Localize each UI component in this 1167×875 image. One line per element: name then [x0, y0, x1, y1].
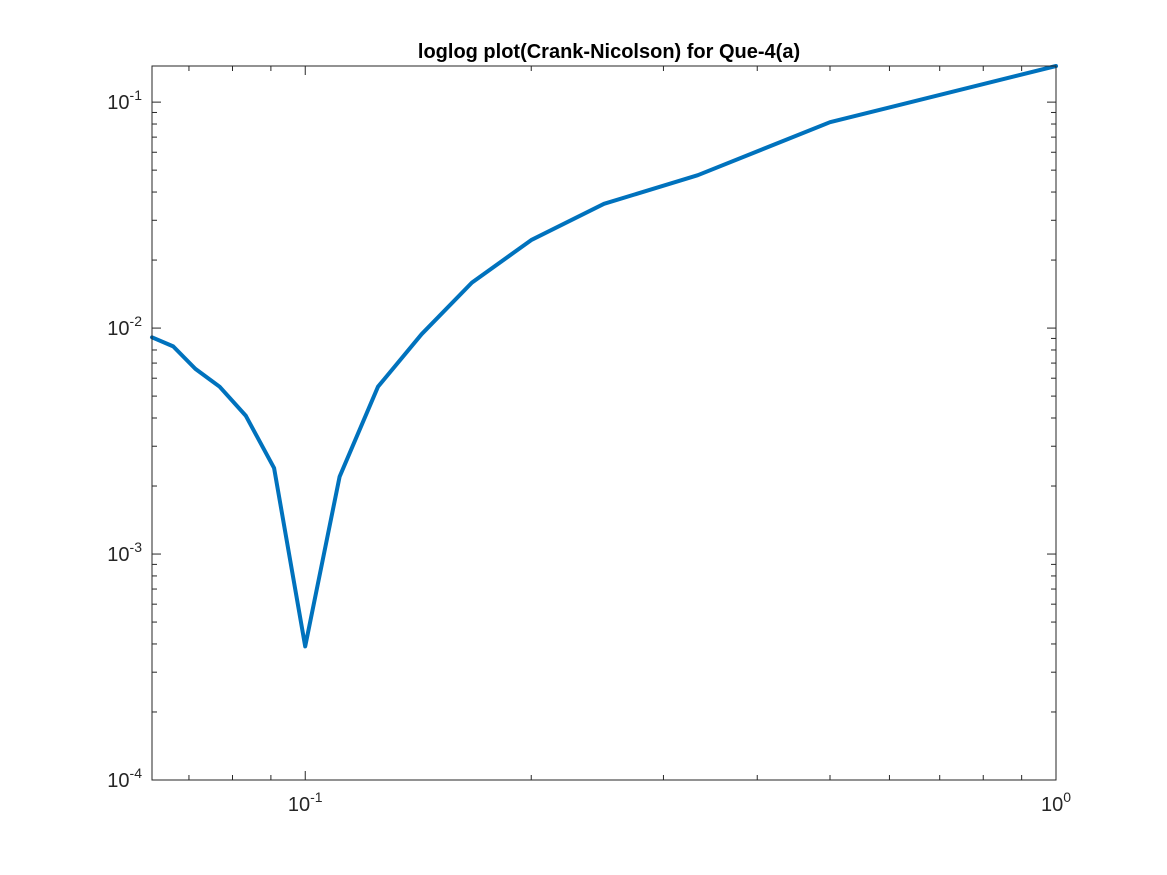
plot-area — [152, 66, 1056, 780]
axes-box — [151, 65, 1057, 781]
x-tick-label: 10-1 — [288, 789, 323, 816]
x-tick-label: 100 — [1041, 789, 1071, 816]
y-tick-label: 10-2 — [107, 313, 142, 340]
chart-title: loglog plot(Crank-Nicolson) for Que-4(a) — [418, 41, 800, 63]
minor-ticks — [152, 66, 1056, 780]
series-line — [150, 64, 1058, 649]
